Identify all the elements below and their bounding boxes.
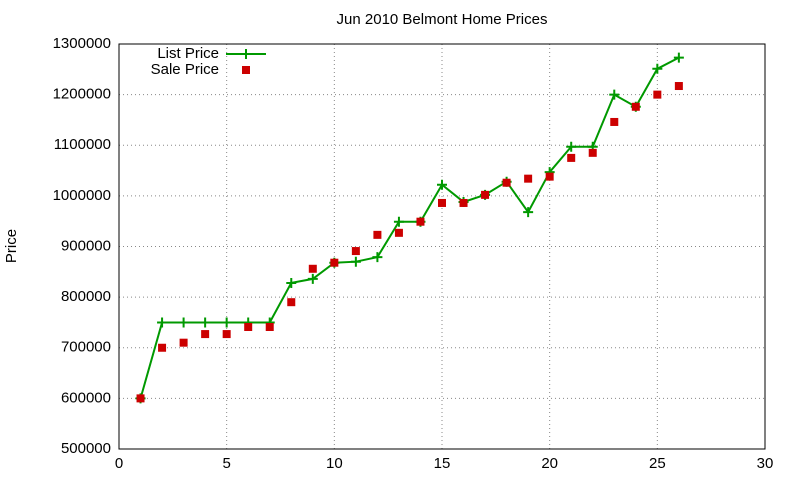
- point-marker: [567, 153, 576, 162]
- plot-frame: [118, 43, 766, 450]
- point-marker: [393, 216, 404, 227]
- point-marker: [394, 228, 403, 237]
- point-marker: [523, 207, 534, 218]
- legend-label: List Price: [157, 45, 219, 62]
- point-marker: [287, 298, 296, 307]
- point-marker: [459, 198, 468, 207]
- point-marker: [610, 117, 619, 126]
- point-marker: [242, 66, 250, 74]
- point-marker: [136, 394, 145, 403]
- point-marker: [373, 230, 382, 239]
- point-marker: [200, 317, 211, 328]
- y-tick-label: 1100000: [54, 136, 111, 153]
- point-marker: [241, 49, 251, 59]
- point-marker: [179, 338, 188, 347]
- point-marker: [286, 277, 297, 288]
- x-tick-label: 0: [115, 455, 123, 472]
- point-marker: [609, 89, 620, 100]
- point-marker: [566, 141, 577, 152]
- point-marker: [265, 322, 274, 331]
- x-tick-label: 15: [434, 455, 451, 472]
- point-marker: [438, 198, 446, 207]
- point-marker: [674, 82, 683, 91]
- point-marker: [652, 63, 663, 74]
- point-marker: [244, 322, 253, 331]
- x-tick-label: 25: [649, 455, 666, 472]
- y-tick-label: 1000000: [53, 187, 111, 204]
- chart-title: Jun 2010 Belmont Home Prices: [337, 11, 548, 28]
- point-marker: [481, 190, 490, 199]
- legend-label: Sale Price: [151, 61, 219, 78]
- point-marker: [221, 317, 232, 328]
- point-marker: [588, 148, 597, 157]
- y-tick-label: 700000: [61, 339, 111, 356]
- point-marker: [222, 330, 231, 339]
- point-marker: [673, 52, 684, 63]
- point-marker: [330, 258, 339, 267]
- point-marker: [158, 343, 167, 352]
- point-marker: [502, 178, 511, 187]
- point-marker: [653, 90, 662, 99]
- point-marker: [201, 330, 210, 339]
- point-marker: [350, 256, 361, 267]
- y-tick-label: 800000: [61, 288, 111, 305]
- x-tick-label: 20: [541, 455, 558, 472]
- point-marker: [631, 102, 640, 111]
- x-tick-label: 10: [326, 455, 343, 472]
- point-marker: [437, 179, 447, 190]
- y-tick-label: 1300000: [53, 35, 111, 52]
- point-marker: [416, 217, 425, 226]
- point-marker: [178, 317, 189, 328]
- point-marker: [545, 172, 554, 181]
- point-marker: [307, 273, 318, 284]
- series-line: [139, 56, 680, 399]
- point-marker: [351, 247, 360, 256]
- x-tick-label: 5: [222, 455, 230, 472]
- y-tick-label: 500000: [61, 440, 111, 457]
- y-tick-label: 900000: [61, 237, 111, 254]
- point-marker: [157, 317, 168, 328]
- x-tick-label: 30: [757, 455, 774, 472]
- point-marker: [524, 174, 533, 183]
- point-marker: [372, 252, 383, 263]
- y-tick-label: 1200000: [53, 86, 111, 103]
- y-tick-label: 600000: [61, 389, 111, 406]
- y-axis-label: Price: [3, 229, 20, 263]
- point-marker: [308, 264, 317, 273]
